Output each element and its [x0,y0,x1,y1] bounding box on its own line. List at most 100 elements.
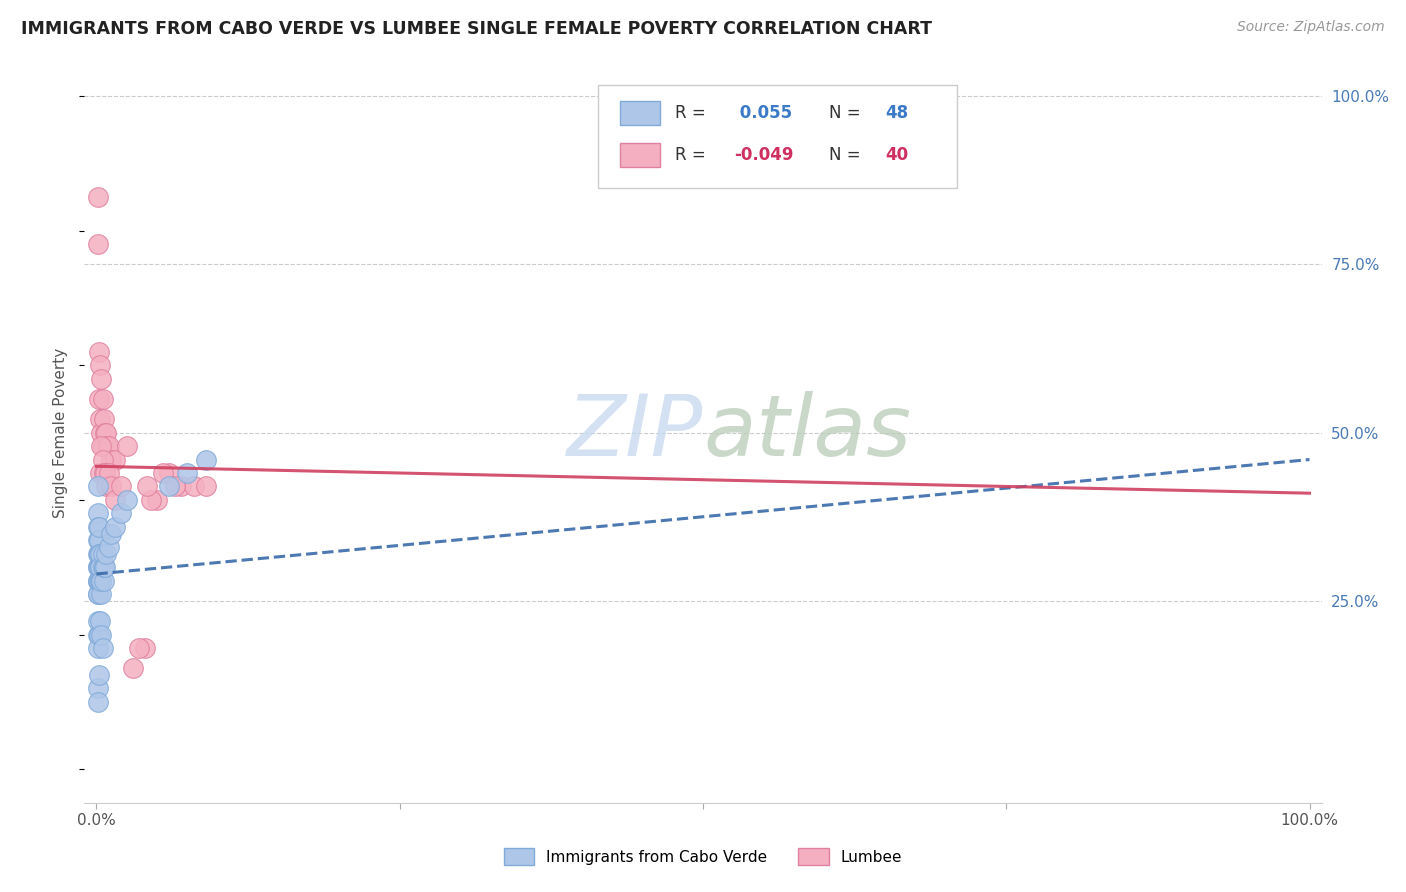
Point [86,574,108,588]
Text: N =: N = [830,103,866,122]
Point [96,425,118,440]
Point [91,640,114,655]
Bar [620,143,659,167]
Point [90,425,112,440]
Point [86,533,108,548]
Point [87,560,110,574]
Point [86,479,108,493]
Text: 0.055: 0.055 [734,103,792,122]
Point [86,507,108,521]
Point [165,479,187,493]
Point [96,547,118,561]
Point [90,574,112,588]
Point [100,479,122,493]
Text: 40: 40 [884,146,908,164]
Point [90,439,112,453]
Point [86,640,108,655]
Point [86,547,108,561]
Point [89,412,111,426]
Point [104,492,127,507]
Point [87,627,110,641]
Point [115,439,138,453]
Point [157,479,180,493]
Point [86,614,108,628]
Point [91,392,114,406]
Point [93,466,115,480]
Point [87,668,110,682]
Point [139,492,162,507]
Point [100,452,122,467]
Point [91,560,114,574]
Point [134,640,156,655]
Point [87,574,110,588]
Point [176,466,198,480]
Point [86,574,108,588]
Point [89,466,111,480]
Point [96,439,118,453]
Text: IMMIGRANTS FROM CABO VERDE VS LUMBEE SINGLE FEMALE POVERTY CORRELATION CHART: IMMIGRANTS FROM CABO VERDE VS LUMBEE SIN… [21,20,932,37]
Point [115,492,138,507]
Point [89,547,111,561]
Point [128,640,150,655]
Point [110,479,132,493]
Point [104,452,127,467]
Point [94,425,117,440]
Point [91,547,114,561]
Point [146,492,169,507]
Point [90,587,112,601]
Point [89,614,111,628]
Point [87,533,110,548]
Point [97,540,120,554]
Point [90,574,112,588]
Point [87,344,110,359]
Y-axis label: Single Female Poverty: Single Female Poverty [53,348,69,517]
FancyBboxPatch shape [598,85,956,188]
Point [194,479,217,493]
Point [86,587,108,601]
Text: R =: R = [675,103,710,122]
Point [87,392,110,406]
Point [93,574,115,588]
Text: ZIP: ZIP [567,391,703,475]
Point [89,359,111,373]
Bar [620,101,659,125]
Point [86,681,108,696]
Point [94,466,117,480]
Point [86,560,108,574]
Point [86,627,108,641]
Point [157,466,180,480]
Point [89,560,111,574]
Point [86,587,108,601]
Text: atlas: atlas [703,391,911,475]
Point [97,466,120,480]
Point [170,479,193,493]
Point [93,412,115,426]
Point [86,695,108,709]
Point [87,547,110,561]
Point [152,466,174,480]
Point [86,237,108,252]
Point [122,661,145,675]
Point [86,190,108,204]
Point [97,439,120,453]
Point [90,627,112,641]
Point [87,520,110,534]
Text: N =: N = [830,146,866,164]
Point [136,479,159,493]
Point [86,560,108,574]
Point [100,526,122,541]
Point [96,479,118,493]
Point [90,372,112,386]
Point [91,439,114,453]
Point [87,547,110,561]
Text: 48: 48 [884,103,908,122]
Point [91,452,114,467]
Point [194,452,217,467]
Point [94,560,117,574]
Text: -0.049: -0.049 [734,146,793,164]
Point [89,560,111,574]
Point [86,520,108,534]
Point [89,574,111,588]
Point [93,560,115,574]
Point [183,479,205,493]
